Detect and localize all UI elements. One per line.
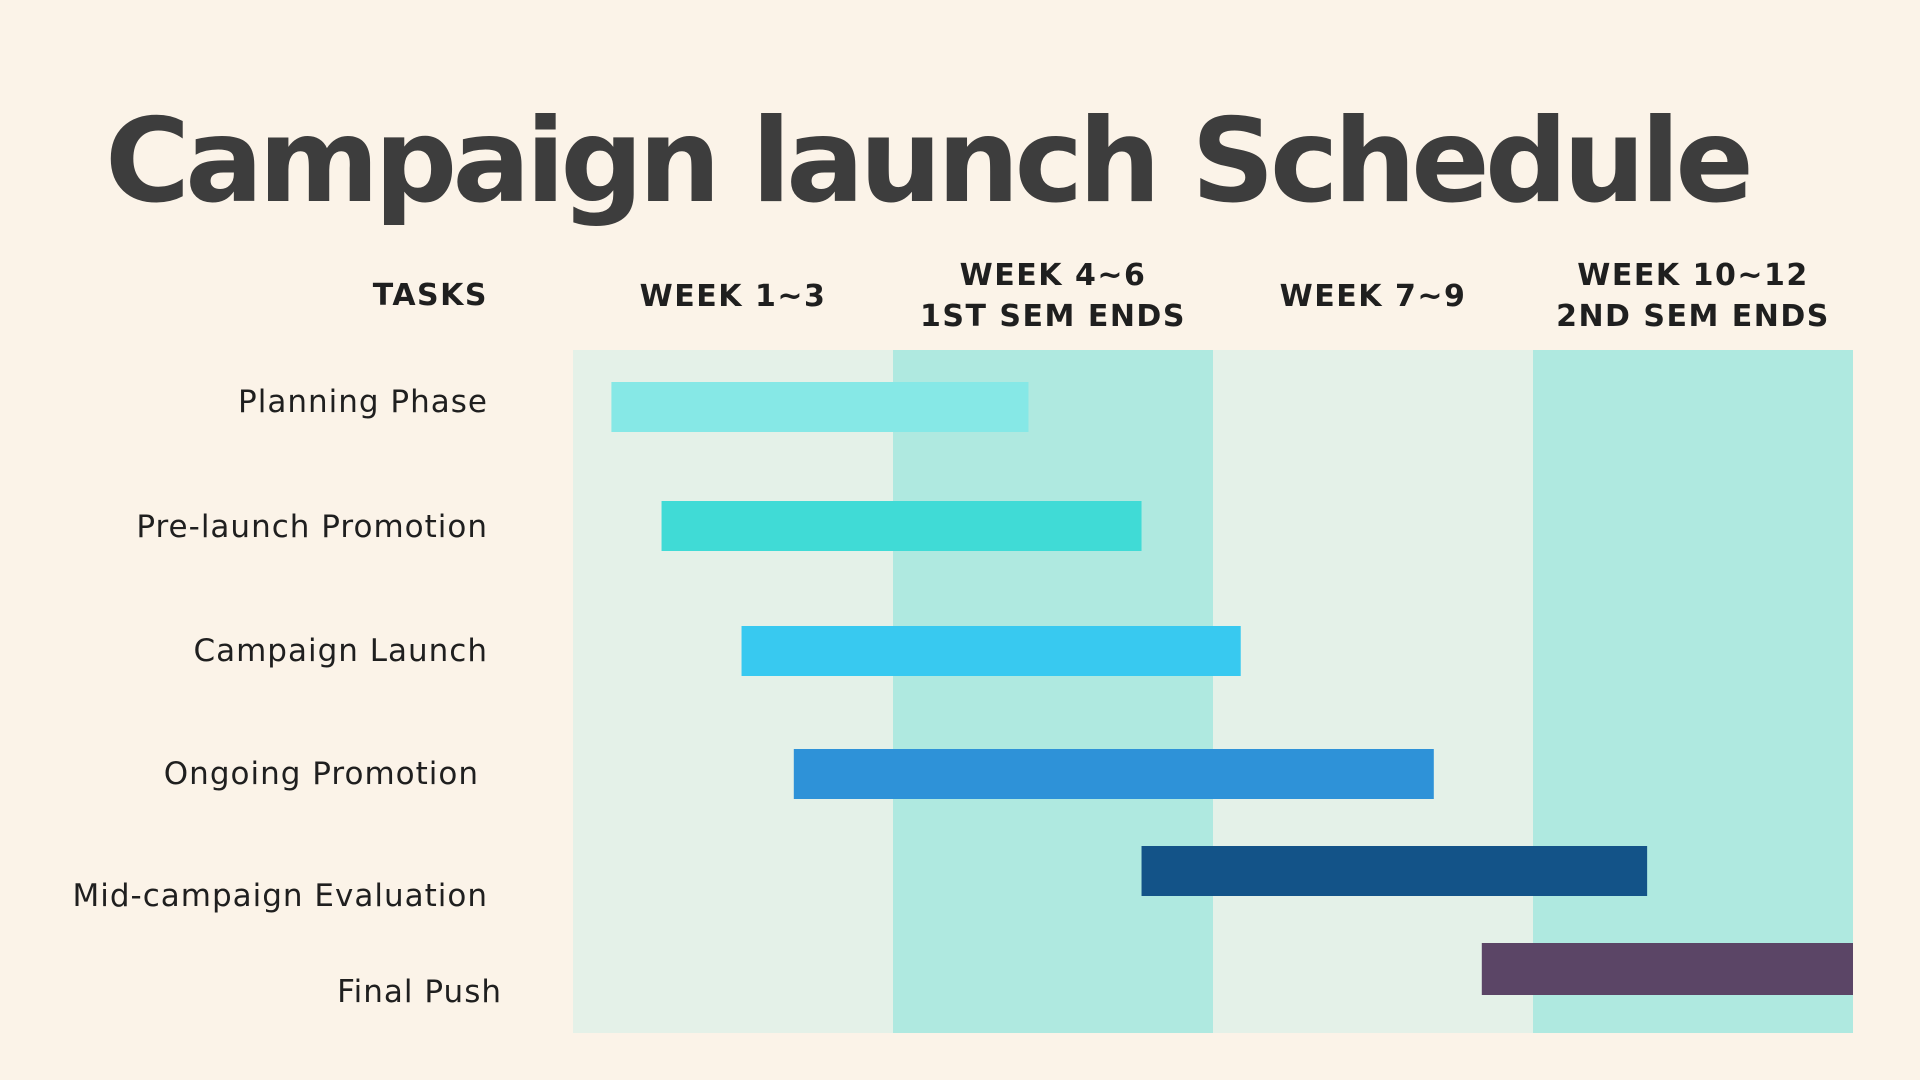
period-header-4: WEEK 10~12 2ND SEM ENDS bbox=[1533, 254, 1853, 338]
gantt-chart bbox=[573, 350, 1853, 1033]
period-band-2 bbox=[893, 350, 1213, 1033]
period-header-line-1: WEEK 10~12 bbox=[1577, 258, 1809, 293]
task-bar-5 bbox=[1141, 846, 1648, 896]
period-header-line-1: WEEK 7~9 bbox=[1279, 278, 1467, 314]
period-band-1 bbox=[573, 350, 893, 1033]
period-header-line-2: 2ND SEM ENDS bbox=[1556, 299, 1830, 334]
task-bar-3 bbox=[741, 626, 1241, 676]
task-label-5: Mid-campaign Evaluation bbox=[72, 878, 488, 914]
task-label-4: Ongoing Promotion bbox=[163, 756, 479, 792]
period-header-1: WEEK 1~3 bbox=[573, 254, 893, 338]
period-header-2: WEEK 4~6 1ST SEM ENDS bbox=[893, 254, 1213, 338]
task-bar-2 bbox=[661, 501, 1142, 551]
period-header-line-1: WEEK 4~6 bbox=[959, 258, 1147, 293]
period-band-3 bbox=[1213, 350, 1533, 1033]
period-header-3: WEEK 7~9 bbox=[1213, 254, 1533, 338]
task-label-1: Planning Phase bbox=[238, 384, 488, 420]
task-label-6: Final Push bbox=[337, 974, 502, 1010]
tasks-header: TASKS bbox=[372, 277, 488, 313]
task-bar-1 bbox=[611, 382, 1029, 432]
task-label-2: Pre-launch Promotion bbox=[136, 509, 488, 545]
page-title: Campaign launch Schedule bbox=[105, 94, 1754, 229]
task-bar-4 bbox=[793, 749, 1434, 799]
task-label-3: Campaign Launch bbox=[193, 633, 488, 669]
period-band-4 bbox=[1533, 350, 1853, 1033]
period-header-line-2: 1ST SEM ENDS bbox=[920, 299, 1186, 334]
period-header-line-1: WEEK 1~3 bbox=[639, 278, 827, 314]
task-bar-6 bbox=[1481, 943, 1853, 995]
